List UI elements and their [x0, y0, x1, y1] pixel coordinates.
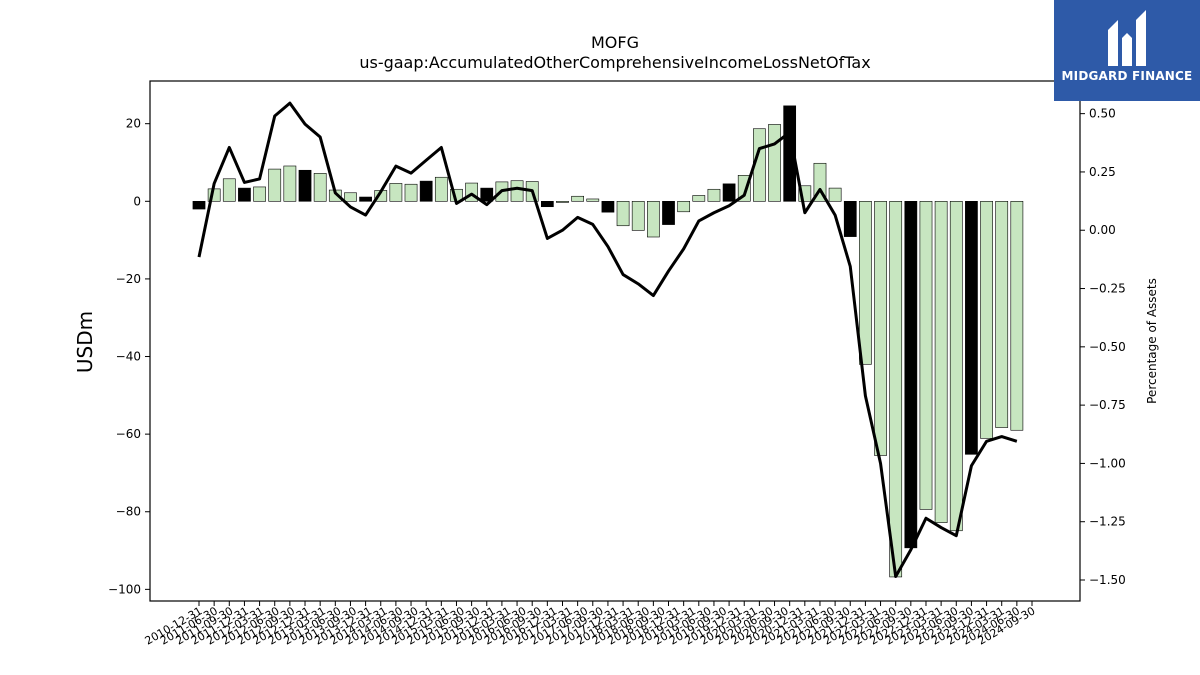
y-axis-label: USDm: [73, 311, 97, 373]
bar-2012-03-31: [268, 168, 282, 202]
bar-2018-12-31: [677, 201, 691, 213]
bar-2017-06-30: [586, 198, 600, 202]
right-y-axis-label: Percentage of Assets: [1145, 278, 1159, 404]
brand-logo: MIDGARD FINANCE: [1054, 0, 1200, 101]
chart-subtitle: us-gaap:AccumulatedOtherComprehensiveInc…: [359, 53, 871, 72]
x-axis: 2010-12-312011-06-302011-09-302011-12-31…: [143, 601, 1038, 648]
bar-2023-09-30: [965, 201, 978, 455]
percentage-of-assets-line: [197, 101, 1018, 579]
right-y-tick-label: −1.25: [1089, 515, 1126, 529]
bar-2020-06-30: [768, 124, 781, 202]
bar-2023-12-31: [980, 201, 993, 439]
plot-frame: [149, 80, 1081, 602]
bar-2017-09-30: [601, 201, 615, 213]
bar-2013-09-30: [359, 196, 372, 202]
bar-2022-06-30: [889, 201, 903, 578]
right-y-tick-label: 0.50: [1089, 107, 1116, 121]
bar-2022-03-31: [874, 201, 887, 456]
bar-2023-06-30: [949, 201, 963, 532]
right-y-tick-label: −0.25: [1089, 282, 1126, 296]
left-y-tick-label: −60: [116, 427, 141, 441]
bar-2024-03-31: [995, 201, 1009, 428]
bar-2012-09-30: [298, 169, 312, 202]
bar-2019-09-30: [722, 183, 736, 202]
bar-2011-09-30: [238, 187, 251, 202]
left-y-tick-label: −100: [108, 582, 141, 596]
bar-2014-03-31: [389, 183, 403, 202]
bar-2016-09-30: [540, 201, 554, 208]
bar-2014-09-30: [419, 180, 433, 202]
bar-2021-06-30: [828, 187, 842, 202]
bar-2019-06-30: [707, 188, 721, 202]
bar-2014-12-31: [434, 176, 448, 202]
bar-2018-03-31: [631, 201, 645, 231]
right-y-tick-label: −1.00: [1089, 456, 1126, 470]
right-y-tick-label: −1.50: [1089, 573, 1126, 587]
bar-2011-12-31: [253, 186, 266, 202]
bar-2010-12-31: [192, 201, 206, 210]
bar-2012-12-31: [313, 173, 327, 202]
bar-2016-03-31: [510, 180, 524, 202]
bar-2015-09-30: [480, 187, 494, 202]
left-y-tick-label: −80: [116, 505, 141, 519]
logo-text: MIDGARD FINANCE: [1061, 69, 1193, 83]
bar-2024-06-30: [1010, 201, 1024, 431]
bar-2016-12-31: [556, 201, 569, 203]
right-y-tick-label: −0.50: [1089, 340, 1126, 354]
bar-2014-06-30: [404, 183, 418, 202]
left-y-axis: 20 0 −20 −40 −60 −80 −100: [108, 117, 150, 596]
bar-2021-12-31: [859, 201, 872, 365]
bar-2011-06-30: [222, 178, 236, 202]
bar-2022-09-30: [904, 201, 918, 549]
bar-2023-03-31: [934, 201, 948, 523]
mg-monogram-icon: [1108, 10, 1146, 66]
bar-2019-03-31: [692, 195, 706, 202]
bar-2020-09-30: [783, 105, 797, 202]
right-y-tick-label: −0.75: [1089, 398, 1126, 412]
bar-2021-09-30: [843, 201, 857, 237]
right-y-axis: 0.50 0.25 0.00 −0.25 −0.50 −0.75 −1.00 −1.25 −1.…: [1080, 107, 1126, 587]
bar-2017-03-31: [571, 195, 585, 202]
chart-title: MOFG: [591, 33, 639, 52]
bar-2012-06-30: [283, 165, 297, 202]
bars-layer: [192, 105, 1024, 578]
left-y-tick-label: −20: [116, 272, 141, 286]
left-y-tick-label: 0: [133, 194, 141, 208]
left-y-tick-label: −40: [116, 350, 141, 364]
left-y-tick-label: 20: [126, 117, 141, 131]
bar-2018-09-30: [662, 201, 675, 225]
bar-2013-06-30: [344, 192, 357, 202]
bar-2018-06-30: [647, 201, 660, 238]
bar-2022-12-31: [919, 201, 933, 510]
right-y-tick-label: 0.25: [1089, 165, 1116, 179]
right-y-tick-label: 0.00: [1089, 223, 1116, 237]
bar-2017-12-31: [616, 201, 630, 227]
